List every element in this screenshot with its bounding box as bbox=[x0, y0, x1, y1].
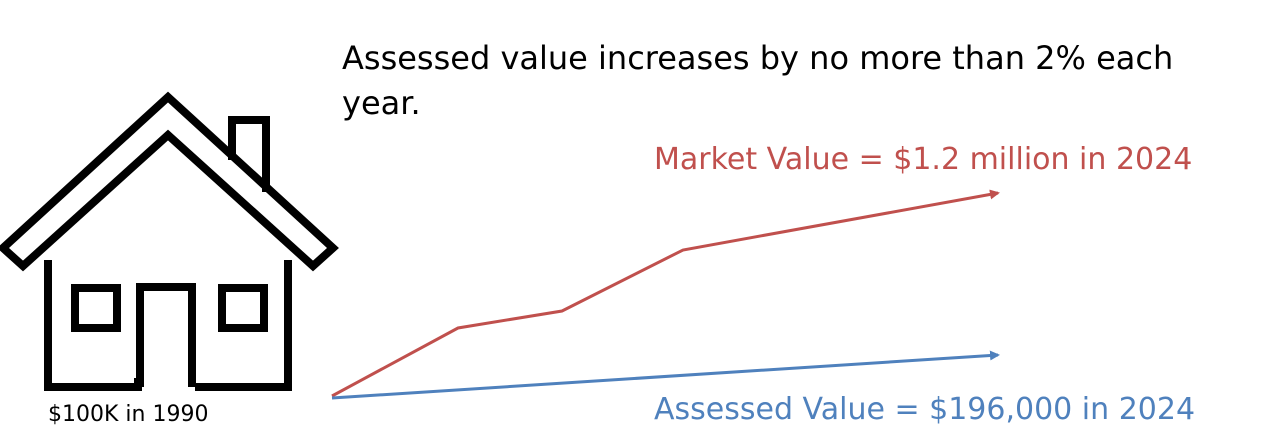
headline: Assessed value increases by no more than… bbox=[342, 39, 1174, 122]
house-icon bbox=[0, 91, 339, 391]
market-value-label: Market Value = $1.2 million in 2024 bbox=[654, 142, 1193, 177]
house-caption: $100K in 1990 bbox=[48, 402, 209, 427]
market-value-line bbox=[331, 189, 1000, 398]
assessed-value-label: Assessed Value = $196,000 in 2024 bbox=[654, 392, 1196, 427]
